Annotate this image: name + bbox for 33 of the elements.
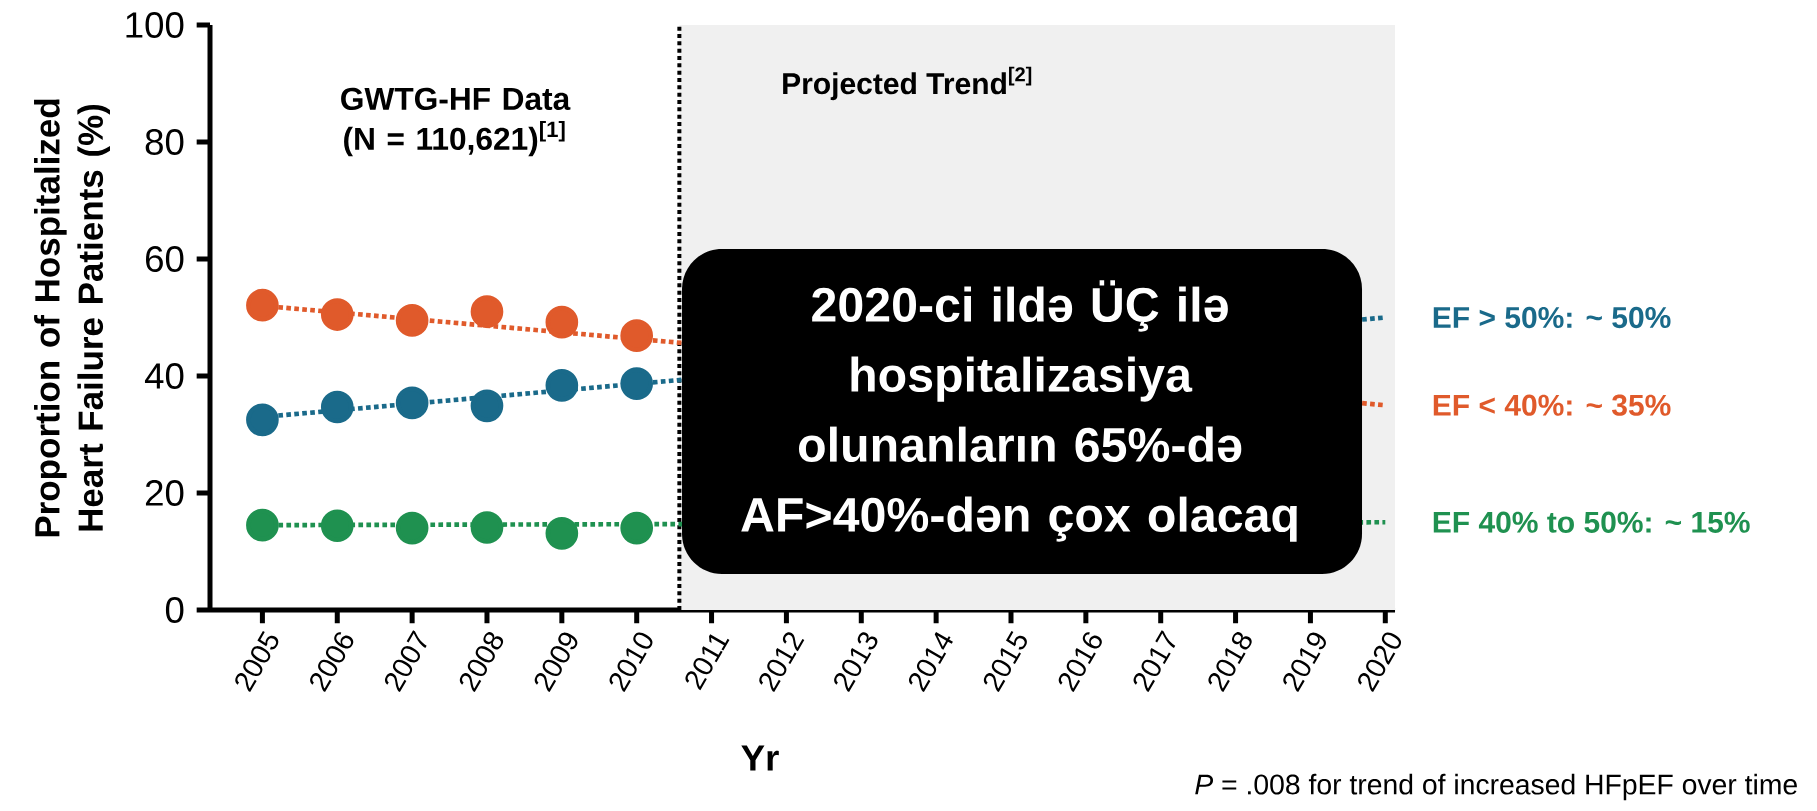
point — [320, 509, 354, 543]
point — [545, 517, 579, 550]
y-tick-label: 20 — [145, 480, 184, 506]
point — [620, 319, 654, 352]
series-label: EF > 50%: ~ 50% — [1433, 306, 1671, 329]
point — [395, 386, 429, 420]
series-label: EF 40% to 50%: ~ 15% — [1433, 511, 1750, 533]
text: P = .008 for trend of increased HFpEF over time — [1195, 773, 1797, 801]
point — [246, 508, 279, 542]
band-label: Projected Trend$^{[2]}$ — [783, 66, 1032, 101]
point — [395, 511, 429, 545]
point — [395, 304, 429, 337]
point — [545, 305, 579, 339]
point — [470, 389, 504, 423]
point — [246, 403, 279, 437]
series-label: EF < 40%: ~ 35% — [1433, 394, 1671, 416]
point — [320, 390, 354, 424]
y-tick-label: 80 — [145, 129, 184, 155]
annotation: 2020-ci ildə ÜÇ ilə hospitalizasiya olunanların 65%-də AF>40%-dən çox olacaq — [741, 280, 1297, 542]
point — [470, 511, 504, 544]
x-axis-title: Yr — [741, 745, 779, 771]
point — [620, 367, 654, 400]
y-tick-label: 60 — [146, 246, 184, 272]
annotation: GWTG-HF Data (N = 110,621)$^{[1]}$ — [341, 87, 571, 157]
y-tick-label: 0 — [165, 597, 184, 623]
point — [545, 369, 579, 402]
point — [620, 511, 654, 545]
y-tick-label: 100 — [126, 12, 184, 38]
point — [246, 288, 279, 322]
point — [470, 295, 504, 328]
y-tick-label: 40 — [144, 363, 184, 389]
point — [320, 298, 354, 331]
y-axis-title: Proportion of Hospitalized Heart Failure Patients (%) — [34, 99, 110, 537]
